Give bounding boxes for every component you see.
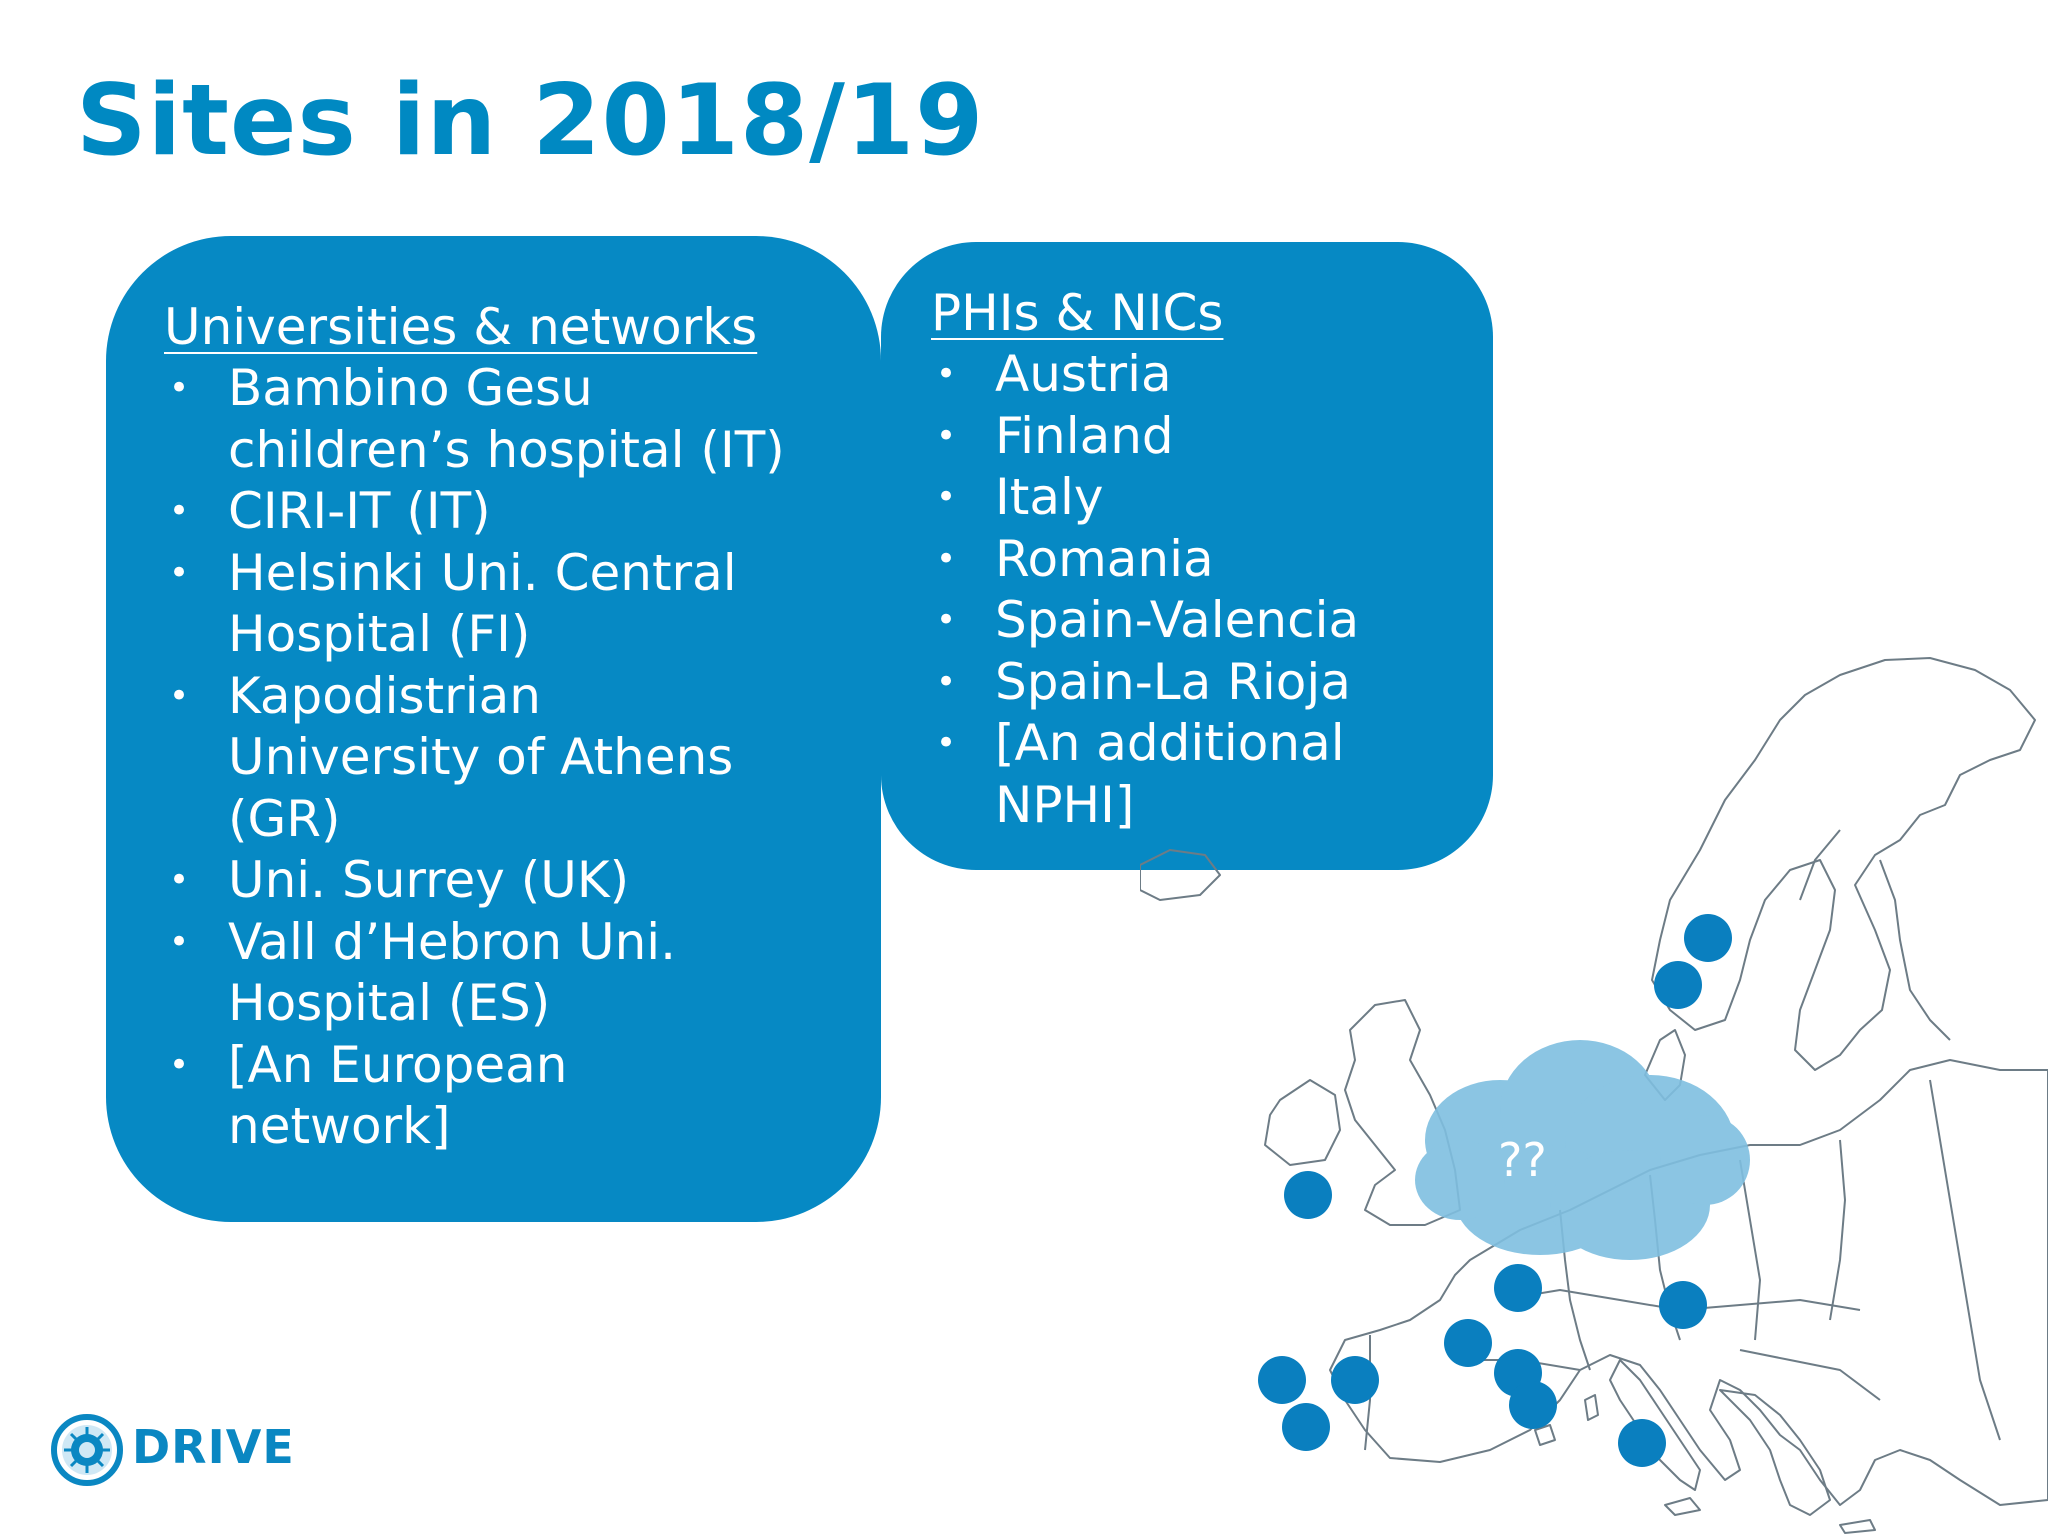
- phis-nics-item-text: Finland: [995, 406, 1174, 465]
- phis-nics-panel: PHIs & NICs • Austria • Finland • Italy • Roman…: [881, 242, 1493, 870]
- phis-nics-item-text: [An additional: [995, 714, 1345, 772]
- phis-nics-item-text: Spain-Valencia: [995, 591, 1360, 649]
- universities-list-item: • Vall d’Hebron Uni. Hospital (ES): [164, 912, 841, 1035]
- universities-list-item: • [An European network]: [164, 1035, 841, 1158]
- universities-list-item: • Uni. Surrey (UK): [164, 850, 841, 912]
- europe-map: ??: [1140, 657, 2048, 1534]
- phis-nics-list-item: • Austria: [931, 344, 1463, 406]
- universities-list-item: • Helsinki Uni. Central Hospital (FI): [164, 543, 841, 666]
- site-marker-spain-3: [1282, 1403, 1330, 1451]
- site-marker-finland-2: [1654, 961, 1702, 1009]
- universities-list-item: • Bambino Gesu children’s hospital (IT): [164, 358, 841, 481]
- bullet-icon: •: [168, 368, 190, 408]
- universities-item-text: Hospital (ES): [228, 974, 551, 1032]
- slide-title: Sites in 2018/19: [76, 64, 985, 178]
- site-marker-italy-1: [1444, 1319, 1492, 1367]
- universities-item-text: (GR): [228, 789, 341, 848]
- bullet-icon: •: [168, 491, 190, 531]
- universities-item-text: Bambino Gesu: [228, 359, 593, 417]
- universities-item-text: Helsinki Uni. Central: [228, 543, 737, 602]
- universities-item-text: University of Athens: [228, 728, 734, 786]
- bullet-icon: •: [168, 860, 190, 900]
- site-marker-finland-1: [1684, 914, 1732, 962]
- site-markers: [1258, 914, 1732, 1467]
- phis-nics-item-text: NPHI]: [995, 775, 1135, 834]
- phis-nics-list-item: • Finland: [931, 406, 1463, 468]
- universities-item-text: Kapodistrian: [228, 666, 541, 725]
- phis-nics-list-item: • Spain-La Rioja: [931, 652, 1463, 714]
- universities-item-text: Uni. Surrey (UK): [228, 851, 630, 909]
- site-marker-austria: [1494, 1264, 1542, 1312]
- phis-nics-item-text: Romania: [995, 529, 1214, 588]
- universities-item-text: children’s hospital (IT): [228, 420, 785, 479]
- universities-list: • Bambino Gesu children’s hospital (IT) • CI…: [164, 358, 841, 1158]
- bullet-icon: •: [935, 661, 957, 702]
- bullet-icon: •: [935, 600, 957, 640]
- bullet-icon: •: [935, 477, 957, 517]
- phis-nics-item-text: Austria: [995, 345, 1172, 403]
- bullet-icon: •: [935, 538, 957, 579]
- universities-item-text: Hospital (FI): [228, 605, 531, 663]
- universities-item-text: [An European: [228, 1035, 568, 1094]
- universities-item-text: network]: [228, 1097, 451, 1155]
- universities-list-item: • Kapodistrian University of Athens (GR): [164, 666, 841, 851]
- phis-nics-list: • Austria • Finland • Italy • Romania • Spain-Val…: [931, 344, 1463, 836]
- site-marker-spain-1: [1258, 1356, 1306, 1404]
- bullet-icon: •: [168, 921, 190, 962]
- phis-nics-list-item: • Spain-Valencia: [931, 590, 1463, 652]
- bullet-icon: •: [935, 354, 957, 394]
- site-marker-italy-3: [1509, 1381, 1557, 1429]
- universities-item-text: CIRI-IT (IT): [228, 482, 491, 540]
- bullet-icon: •: [168, 1044, 190, 1085]
- phis-nics-list-item: • Italy: [931, 467, 1463, 529]
- universities-panel: Universities & networks • Bambino Gesu chi…: [106, 236, 881, 1222]
- site-marker-uk: [1284, 1171, 1332, 1219]
- universities-list-item: • CIRI-IT (IT): [164, 481, 841, 543]
- bullet-icon: •: [168, 675, 190, 716]
- site-marker-spain-2: [1331, 1356, 1379, 1404]
- drive-logo: DRIVE: [50, 1410, 310, 1490]
- phis-nics-item-text: Italy: [995, 468, 1104, 526]
- phis-nics-heading: PHIs & NICs: [931, 284, 1224, 342]
- bullet-icon: •: [935, 723, 957, 763]
- cloud-label: ??: [1498, 1133, 1547, 1187]
- site-marker-romania: [1659, 1281, 1707, 1329]
- phis-nics-list-item: • Romania: [931, 529, 1463, 591]
- bullet-icon: •: [168, 552, 190, 593]
- universities-item-text: Vall d’Hebron Uni.: [228, 912, 677, 971]
- phis-nics-list-item: • [An additional NPHI]: [931, 713, 1463, 836]
- drive-logo-icon: [51, 1414, 123, 1486]
- site-marker-greece: [1618, 1419, 1666, 1467]
- universities-heading: Universities & networks: [164, 298, 758, 356]
- bullet-icon: •: [935, 415, 957, 456]
- unknown-sites-cloud: [1415, 1040, 1750, 1260]
- drive-logo-text: DRIVE: [132, 1420, 295, 1474]
- phis-nics-item-text: Spain-La Rioja: [995, 652, 1351, 711]
